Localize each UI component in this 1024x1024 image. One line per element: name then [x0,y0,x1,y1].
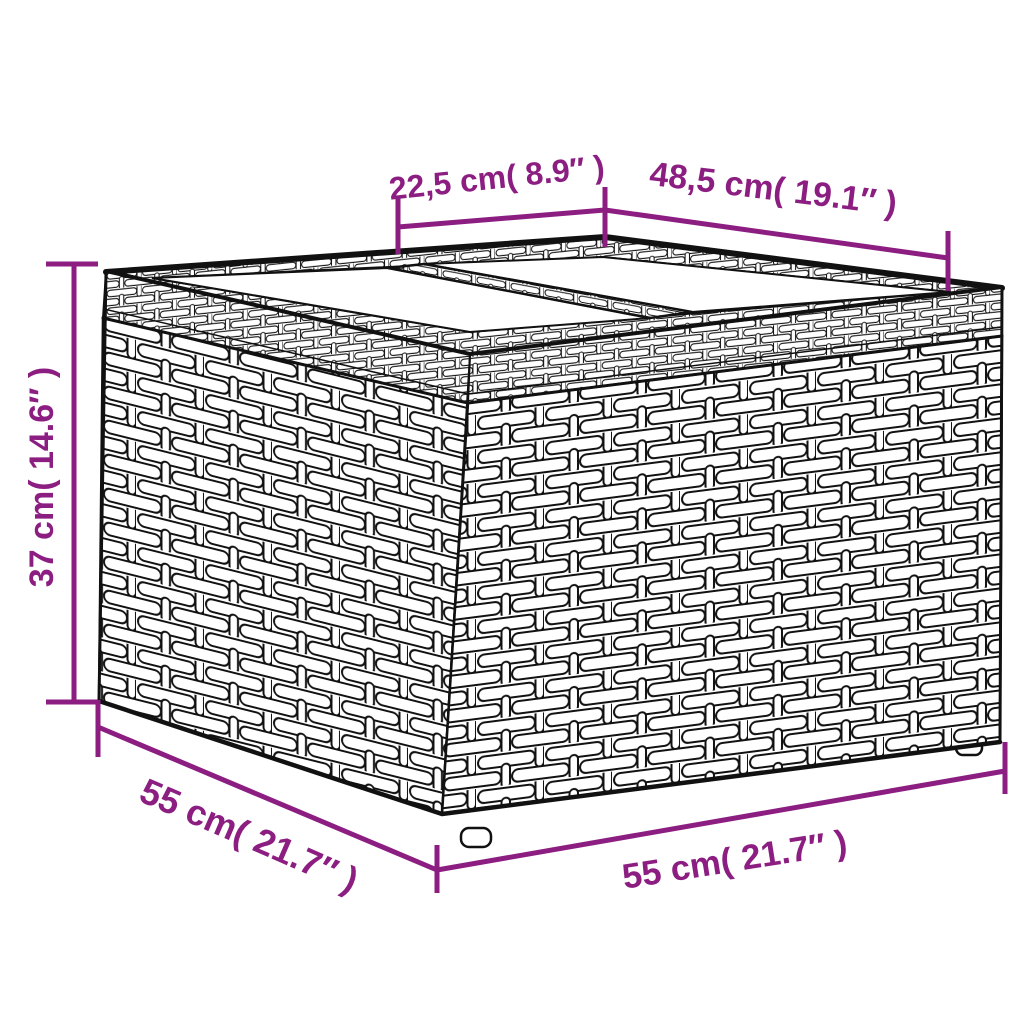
dimension-height: 37 cm( 14.6″ ) [23,261,98,705]
dimension-line [604,207,949,261]
table-front-corner-edge [441,354,471,815]
table-illustration [96,234,1005,849]
dimension-top-width-label: 22,5 cm( 8.9″ ) [387,148,606,206]
dimension-line [436,768,1006,873]
dimension-line [397,207,606,230]
rattan-face-right [440,334,1004,816]
top-divider-strip [387,262,693,320]
table-right-edge [998,286,1004,744]
table-foot-front [459,826,493,849]
rattan-face-left [97,316,470,816]
dimension-top-depth-label: 48,5 cm( 19.1″ ) [647,155,899,223]
dimension-height-label: 37 cm( 14.6″ ) [23,367,61,587]
table-bottom-edges [96,698,1003,817]
table-left-edge [97,270,108,703]
dimension-line [97,724,438,873]
